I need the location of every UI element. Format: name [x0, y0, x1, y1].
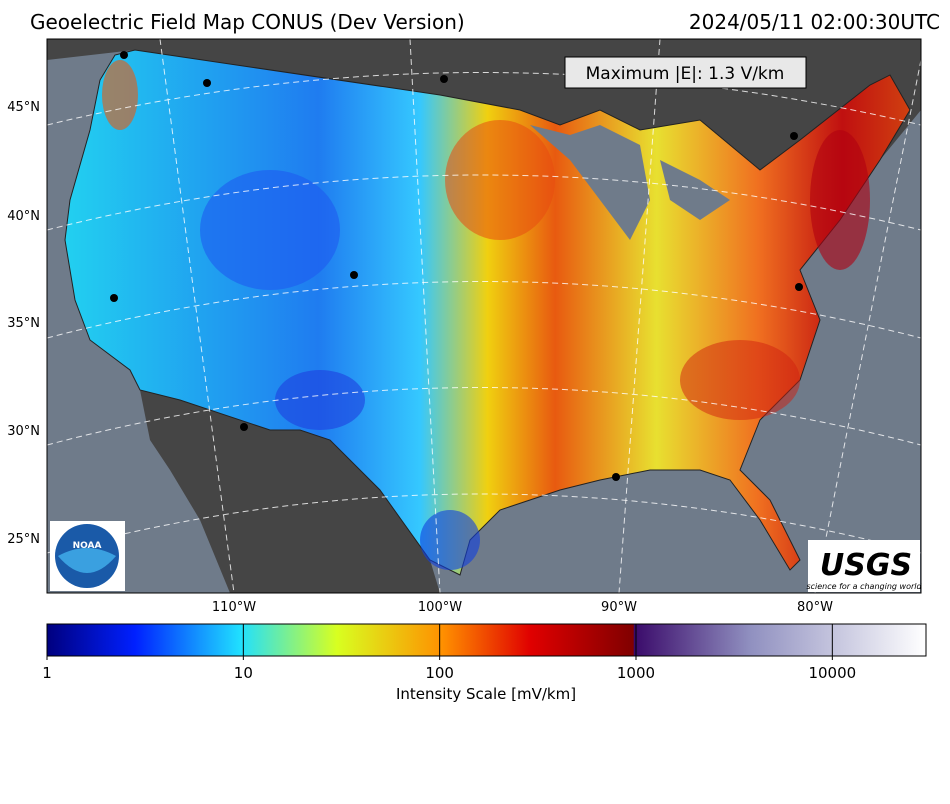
lon-labels: 110°W 100°W 90°W 80°W: [212, 600, 833, 615]
graticule: [47, 281, 921, 339]
colorbar-bar: [46, 623, 927, 657]
colorbar-tick-label: 100: [425, 664, 454, 682]
colorbar-tick-label: 10000: [808, 664, 856, 682]
noaa-text: NOAA: [73, 541, 102, 551]
lat-label: 45°N: [7, 100, 40, 115]
field-low: [275, 370, 365, 430]
colorbar-label: Intensity Scale [mV/km]: [396, 685, 576, 703]
usgs-tagline: science for a changing world: [806, 582, 922, 591]
graticule: [47, 387, 921, 446]
lon-label: 110°W: [212, 600, 256, 615]
lon-label: 100°W: [418, 600, 462, 615]
logo-bg: [808, 540, 920, 592]
stations: [110, 51, 803, 481]
field-high: [680, 340, 800, 420]
colorbar-tick-label: 1000: [617, 664, 655, 682]
colorbar-tick-label: 1: [42, 664, 52, 682]
graticule: [618, 39, 661, 593]
graticule: [47, 174, 921, 231]
map: [47, 39, 921, 593]
great-lakes: [530, 125, 650, 240]
lat-label: 25°N: [7, 532, 40, 547]
graticule: [814, 59, 921, 593]
field-high: [445, 120, 555, 240]
timestamp: 2024/05/11 02:00:30UTC: [689, 10, 940, 34]
colorbar: Intensity Scale [mV/km] 1 10 100 1000 10000: [42, 623, 927, 703]
graticule: [47, 493, 921, 554]
graticule: [47, 72, 921, 126]
field-low: [200, 170, 340, 290]
graticule: [409, 39, 441, 593]
field-high: [102, 60, 138, 130]
usgs-logo: USGS science for a changing world: [806, 540, 922, 592]
mexico: [140, 390, 440, 593]
title: Geoelectric Field Map CONUS (Dev Version…: [30, 10, 465, 34]
logo-wave: [58, 548, 116, 573]
map-frame: [46, 38, 922, 594]
graticule: [159, 39, 235, 593]
lat-labels: 45°N 40°N 35°N 30°N 25°N: [7, 100, 40, 547]
annotation-box: [564, 56, 807, 89]
lon-label: 90°W: [601, 600, 637, 615]
lat-label: 30°N: [7, 424, 40, 439]
great-lakes: [660, 160, 730, 220]
lon-label: 80°W: [797, 600, 833, 615]
lat-label: 35°N: [7, 316, 40, 331]
lat-label: 40°N: [7, 209, 40, 224]
field-low: [420, 510, 480, 570]
annotation: Maximum |E|: 1.3 V/km: [586, 64, 785, 84]
usgs-text: USGS: [820, 548, 912, 583]
noaa-logo: NOAA: [50, 521, 125, 591]
field-high: [810, 130, 870, 270]
colorbar-tick-label: 10: [234, 664, 253, 682]
